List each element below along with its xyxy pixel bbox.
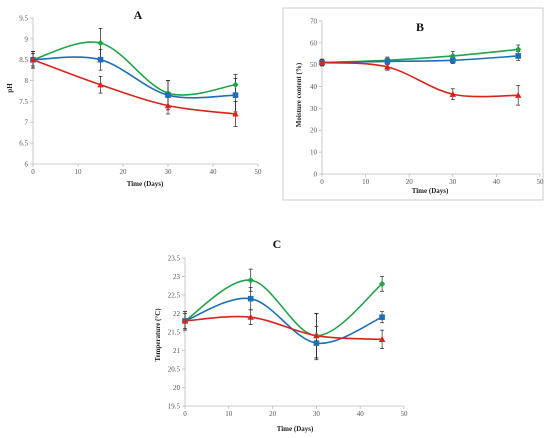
panel-b-y-tick-label: 40 bbox=[310, 83, 318, 91]
panel-a-y-tick-label: 7 bbox=[25, 119, 29, 127]
panel-b-x-tick-label: 40 bbox=[493, 178, 501, 186]
panel-a-y-tick-label: 6 bbox=[25, 160, 29, 168]
panel-b-x-tick-label: 10 bbox=[362, 178, 370, 186]
panel-a-x-tick-label: 0 bbox=[31, 168, 35, 176]
panel-b-x-tick-label: 50 bbox=[537, 178, 545, 186]
panel-a-x-tick-label: 50 bbox=[255, 168, 263, 176]
panel-c-x-tick-label: 50 bbox=[401, 410, 409, 418]
panel-a-blue-point bbox=[97, 56, 104, 63]
panel-c-red-point bbox=[313, 332, 320, 339]
panel-a-blue-point bbox=[232, 92, 239, 98]
panel-c-x-tick-label: 0 bbox=[183, 410, 187, 418]
panel-a-blue-series-line bbox=[32, 56, 236, 99]
panel-c-y-tick-label: 22 bbox=[173, 310, 181, 318]
panel-a-xlabel: Time (Days) bbox=[127, 180, 164, 188]
panel-b-y-tick-label: 60 bbox=[310, 39, 318, 47]
panel-a-red-series-line bbox=[32, 58, 236, 115]
panel-a-y-tick-label: 9.5 bbox=[19, 14, 28, 22]
panel-b-blue-point bbox=[515, 53, 521, 59]
panel-c-y-tick-label: 19.5 bbox=[168, 402, 181, 410]
panel-b-y-tick-label: 10 bbox=[310, 149, 318, 157]
panel-b-x-tick-label: 0 bbox=[320, 178, 324, 186]
panel-b-ylabel: Moisture content (%) bbox=[295, 62, 303, 127]
panel-c-x-tick-label: 10 bbox=[225, 410, 233, 418]
panel-c-y-tick-label: 21.5 bbox=[168, 328, 181, 336]
panel-c-y-tick-label: 22.5 bbox=[168, 291, 181, 299]
panel-b-red-series-line bbox=[321, 61, 519, 98]
panel-c-y-tick-label: 23.5 bbox=[168, 254, 181, 262]
panel-c-green-point bbox=[247, 276, 254, 284]
panel-a-red-point bbox=[232, 110, 239, 117]
panel-c-green-series-line bbox=[184, 279, 383, 337]
panel-b-x-tick-label: 20 bbox=[406, 178, 414, 186]
panel-b-x-tick-label: 30 bbox=[449, 178, 457, 186]
panel-c: C Time (Days) Temperature (°C) 19.5 20 20.… bbox=[154, 237, 408, 433]
panel-a-y-tick-label: 6.5 bbox=[19, 140, 28, 148]
panel-b-y-tick-label: 30 bbox=[310, 105, 318, 113]
panel-b-xlabel: Time (Days) bbox=[412, 187, 449, 195]
panel-c-x-tick-label: 40 bbox=[357, 410, 365, 418]
panel-a-x-tick-label: 30 bbox=[165, 168, 173, 176]
panel-a-red-point bbox=[29, 56, 37, 63]
panel-a-x-tick-label: 20 bbox=[120, 168, 128, 176]
panel-b-green-point bbox=[449, 52, 456, 60]
panel-c-red-point bbox=[247, 313, 254, 320]
panel-a-y-tick-label: 8.5 bbox=[19, 56, 28, 64]
panel-b-red-point bbox=[449, 90, 456, 97]
panel-c-y-tick-label: 21 bbox=[173, 347, 181, 355]
panel-a-ylabel: pH bbox=[6, 83, 14, 93]
panel-b-y-tick-label: 50 bbox=[310, 61, 318, 69]
panel-c-x-tick-label: 30 bbox=[313, 410, 321, 418]
panel-a-red-point bbox=[164, 102, 172, 109]
panel-a-y-tick-label: 9 bbox=[25, 35, 29, 43]
panel-b-y-tick-label: 0 bbox=[314, 170, 318, 178]
panel-a-x-tick-label: 40 bbox=[210, 168, 218, 176]
panel-b-frame bbox=[282, 7, 544, 201]
panel-a-title: A bbox=[134, 8, 143, 22]
panel-a-red-point bbox=[97, 81, 104, 88]
panel-b-red-point bbox=[318, 59, 326, 66]
panel-c-red-point bbox=[181, 317, 189, 324]
panel-c-blue-series-line bbox=[184, 297, 383, 344]
panel-a-x-tick-label: 10 bbox=[75, 168, 83, 176]
panel-c-green-point bbox=[379, 280, 386, 288]
panel-a-y-tick-label: 8 bbox=[25, 77, 29, 85]
panel-b-y-tick-label: 70 bbox=[310, 17, 318, 25]
panel-c-blue-point bbox=[247, 295, 254, 302]
panel-c-y-tick-label: 20 bbox=[173, 384, 181, 392]
panel-b-red-point bbox=[515, 91, 522, 98]
panel-c-x-tick-label: 20 bbox=[269, 410, 277, 418]
panel-a-green-point bbox=[232, 81, 239, 89]
panel-c-title: C bbox=[273, 237, 282, 251]
panel-a-green-point bbox=[97, 39, 104, 47]
panel-b-title: B bbox=[416, 20, 424, 34]
panel-a-y-tick-label: 7.5 bbox=[19, 98, 28, 106]
panel-c-blue-point bbox=[313, 340, 320, 346]
panel-b-blue-series-line bbox=[321, 55, 519, 64]
panel-b-green-point bbox=[515, 46, 522, 53]
panel-c-red-point bbox=[378, 336, 386, 342]
panel-b-red-point bbox=[384, 63, 391, 70]
panel-c-xlabel: Time (Days) bbox=[277, 425, 314, 433]
panel-c-blue-point bbox=[379, 314, 385, 320]
panel-b-y-tick-label: 20 bbox=[310, 127, 318, 135]
panel-c-red-series-line bbox=[184, 315, 383, 341]
panel-c-y-tick-label: 20.5 bbox=[168, 365, 181, 373]
panel-b-blue-point bbox=[450, 57, 456, 64]
panel-c-y-tick-label: 23 bbox=[173, 273, 181, 281]
panel-a-green-series-line bbox=[32, 41, 236, 96]
panel-b-blue-point bbox=[384, 58, 391, 65]
panel-a: A Time (Days) pH 6 6.5 7 7.5 8 8.5 9 9.5 0 10 20 30… bbox=[6, 8, 262, 188]
panel-b: B Time (Days) Moisture content (%) 0 10 20… bbox=[295, 17, 544, 195]
panel-c-ylabel: Temperature (°C) bbox=[154, 308, 162, 362]
panel-a-blue-point bbox=[165, 92, 171, 98]
